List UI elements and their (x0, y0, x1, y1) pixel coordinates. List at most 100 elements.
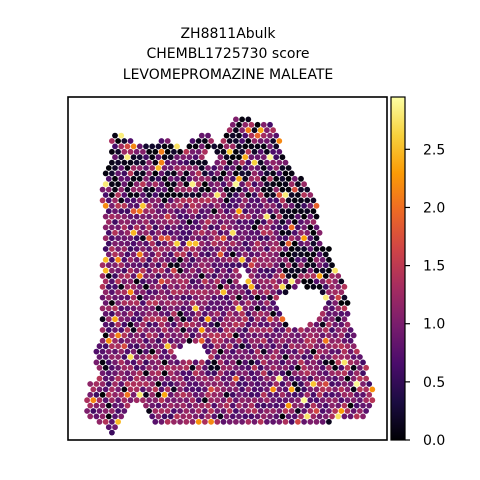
spot-point (264, 224, 270, 231)
spot-point (257, 364, 264, 371)
spot-point (350, 364, 357, 371)
spot-point (319, 289, 326, 296)
spot-point (189, 321, 196, 328)
spot-point (198, 262, 205, 269)
spot-point (313, 213, 320, 220)
spot-point (220, 159, 227, 166)
spot-point (279, 154, 286, 161)
spot-point (304, 283, 311, 290)
spot-point (291, 251, 298, 258)
spot-point (273, 413, 280, 420)
spot-point (264, 170, 270, 177)
spot-point (146, 354, 153, 360)
title-line-3: LEVOMEPROMAZINE MALEATE (123, 67, 333, 83)
spot-point (270, 375, 276, 382)
spot-point (149, 327, 156, 333)
spot-point (326, 386, 332, 393)
spot-point (167, 262, 174, 269)
spot-point (152, 343, 159, 350)
spot-point (195, 148, 202, 155)
spot-point (254, 132, 261, 139)
spot-point (326, 375, 332, 382)
spot-point (276, 364, 283, 371)
spot-point (369, 397, 376, 404)
spot-point (192, 262, 199, 269)
spot-point (214, 364, 221, 371)
spot-point (273, 143, 280, 150)
spot-point (164, 148, 171, 155)
spot-point (177, 364, 184, 371)
spot-point (205, 370, 211, 377)
spot-point (140, 181, 146, 188)
spot-point (257, 267, 264, 274)
spot-point (322, 294, 329, 301)
spot-point (149, 273, 156, 279)
spot-point (155, 316, 162, 323)
spot-point (183, 170, 190, 177)
spot-point (112, 154, 118, 161)
spot-point (326, 267, 332, 274)
spot-point (211, 240, 218, 247)
spot-point (177, 397, 184, 404)
spot-point (316, 413, 323, 420)
spot-point (133, 246, 140, 252)
spot-point (118, 327, 125, 333)
spot-point (124, 391, 131, 398)
spot-point (236, 359, 242, 366)
spot-point (167, 370, 174, 377)
spot-point (192, 175, 199, 182)
spot-point (130, 208, 137, 215)
spot-point (288, 170, 295, 177)
spot-point (158, 397, 165, 404)
spot-point (109, 246, 115, 252)
spot-point (260, 402, 267, 409)
spot-point (158, 375, 165, 382)
spot-point (149, 294, 156, 301)
spot-point (357, 375, 363, 382)
spot-point (186, 316, 193, 323)
spot-point (276, 408, 283, 414)
spot-point (186, 262, 193, 269)
spot-point (223, 273, 230, 279)
spot-point (192, 273, 199, 279)
spot-point (155, 402, 162, 409)
spot-point (136, 327, 143, 333)
spot-point (251, 138, 258, 144)
spot-point (161, 165, 168, 171)
spot-point (332, 289, 338, 296)
spot-point (223, 240, 230, 247)
spot-point (127, 138, 134, 144)
spot-point (288, 267, 295, 274)
spot-point (146, 408, 153, 414)
spot-point (344, 354, 351, 360)
spot-point (133, 213, 140, 220)
spot-point (155, 240, 162, 247)
spot-point (248, 305, 255, 312)
spot-point (298, 359, 304, 366)
spot-point (313, 332, 320, 339)
spot-point (167, 273, 174, 279)
spot-point (360, 359, 366, 366)
spot-point (127, 321, 134, 328)
spot-point (236, 348, 242, 355)
spot-point (350, 375, 357, 382)
spot-point (295, 386, 301, 393)
spot-point (257, 181, 264, 188)
spot-point (205, 359, 211, 366)
spot-point (316, 391, 323, 398)
spot-point (338, 310, 345, 317)
spot-point (205, 132, 211, 139)
spot-point (291, 186, 298, 193)
spot-point (226, 213, 233, 220)
spot-point (220, 343, 227, 350)
spot-point (202, 408, 208, 414)
spot-point (276, 159, 283, 166)
spot-point (270, 256, 276, 263)
spot-point (202, 343, 208, 350)
spot-point (229, 175, 236, 182)
spot-point (214, 408, 221, 414)
spot-point (304, 337, 311, 344)
spot-point (264, 354, 270, 360)
spot-point (282, 354, 289, 360)
spot-point (105, 337, 112, 344)
